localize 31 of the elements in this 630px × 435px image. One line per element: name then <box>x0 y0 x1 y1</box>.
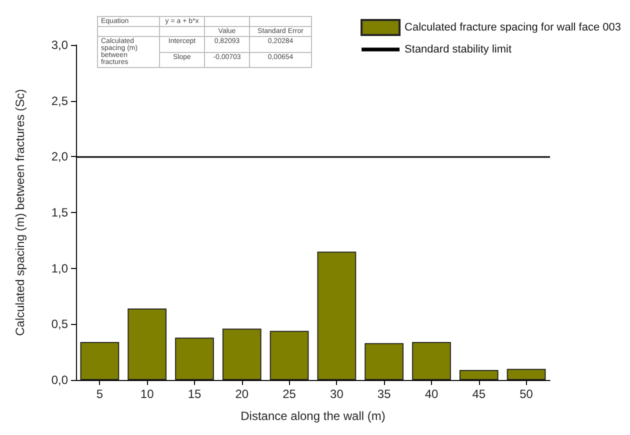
legend-label: Calculated fracture spacing for wall face 003 <box>404 22 622 34</box>
bar <box>222 328 262 380</box>
y-tick-label: 3,0 <box>51 38 68 52</box>
x-tick-label: 50 <box>520 387 534 401</box>
y-tick-label: 0,0 <box>51 373 68 387</box>
y-tick-label: 1,5 <box>51 206 68 220</box>
y-tick-label: 1,0 <box>51 261 68 276</box>
x-tick-label: 5 <box>96 387 104 401</box>
y-tick-label: 2,5 <box>51 94 68 108</box>
y-axis-title: Calculated spacing (m) between fractures (Sc) <box>13 89 27 336</box>
x-tick-label: 15 <box>188 387 202 401</box>
bar <box>175 338 214 380</box>
x-axis-title: Distance along the wall (m) <box>240 409 386 423</box>
bar <box>412 342 451 380</box>
x-tick-label: 45 <box>472 387 486 401</box>
bar <box>270 330 309 380</box>
bar <box>317 252 356 380</box>
legend-label: Standard stability limit <box>404 44 512 56</box>
bar <box>506 368 546 380</box>
y-tick-label: 0,5 <box>51 317 68 332</box>
x-tick-label: 35 <box>377 387 392 401</box>
x-tick-label: 20 <box>235 387 249 401</box>
bar <box>128 308 167 380</box>
y-tick-label: 2,0 <box>51 150 68 164</box>
bar <box>80 342 120 380</box>
x-tick-label: 30 <box>330 387 344 401</box>
x-tick-label: 40 <box>424 387 438 401</box>
bar <box>364 343 404 380</box>
x-tick-label: 10 <box>140 387 154 401</box>
bar <box>459 370 498 380</box>
x-tick-label: 25 <box>282 387 296 401</box>
